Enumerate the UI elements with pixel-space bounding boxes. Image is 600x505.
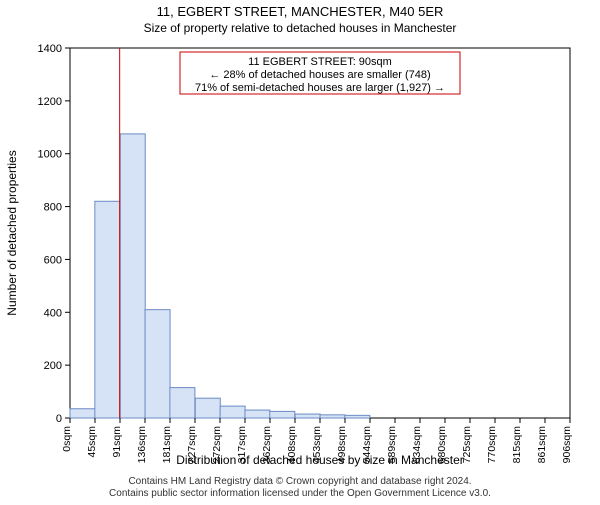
histogram-bar [195,398,220,418]
x-tick-label: 815sqm [511,426,523,464]
x-tick-label: 181sqm [161,426,173,464]
y-tick-label: 600 [44,254,62,266]
legend-line3: 71% of semi-detached houses are larger (… [195,82,445,94]
footer-line2: Contains public sector information licen… [109,488,491,499]
chart-svg: 11, EGBERT STREET, MANCHESTER, M40 5ER S… [0,0,600,500]
title-line2: Size of property relative to detached ho… [144,21,457,35]
y-tick-label: 1400 [38,43,62,55]
y-tick-label: 1000 [38,149,62,161]
legend-line1: 11 EGBERT STREET: 90sqm [248,56,392,68]
histogram-bar [245,410,270,418]
histogram-bar [320,415,345,418]
x-tick-label: 45sqm [86,426,98,458]
x-tick-label: 91sqm [111,426,123,458]
x-tick-label: 0sqm [61,426,73,452]
y-tick-label: 0 [56,413,62,425]
y-axis-label: Number of detached properties [5,150,19,315]
y-tick-label: 400 [44,307,62,319]
x-tick-label: 136sqm [136,426,148,464]
histogram-bar [70,409,95,418]
histogram-bar [145,310,170,418]
title-line1: 11, EGBERT STREET, MANCHESTER, M40 5ER [157,4,444,19]
x-tick-label: 906sqm [561,426,573,464]
histogram-bar [120,134,145,418]
y-tick-label: 1200 [38,96,62,108]
legend-line2: ← 28% of detached houses are smaller (74… [209,69,430,81]
histogram-bar [170,388,195,418]
histogram-bar [95,201,120,418]
footer-line1: Contains HM Land Registry data © Crown c… [128,476,471,487]
histogram-bar [270,411,295,418]
x-tick-label: 861sqm [536,426,548,464]
y-tick-label: 800 [44,202,62,214]
legend-box: 11 EGBERT STREET: 90sqm ← 28% of detache… [180,52,460,94]
x-tick-label: 770sqm [486,426,498,464]
y-tick-label: 200 [44,360,62,372]
histogram-bar [345,415,370,418]
histogram-bar [220,406,245,418]
histogram-bar [295,414,320,418]
x-axis-label: Distribution of detached houses by size … [176,453,464,467]
